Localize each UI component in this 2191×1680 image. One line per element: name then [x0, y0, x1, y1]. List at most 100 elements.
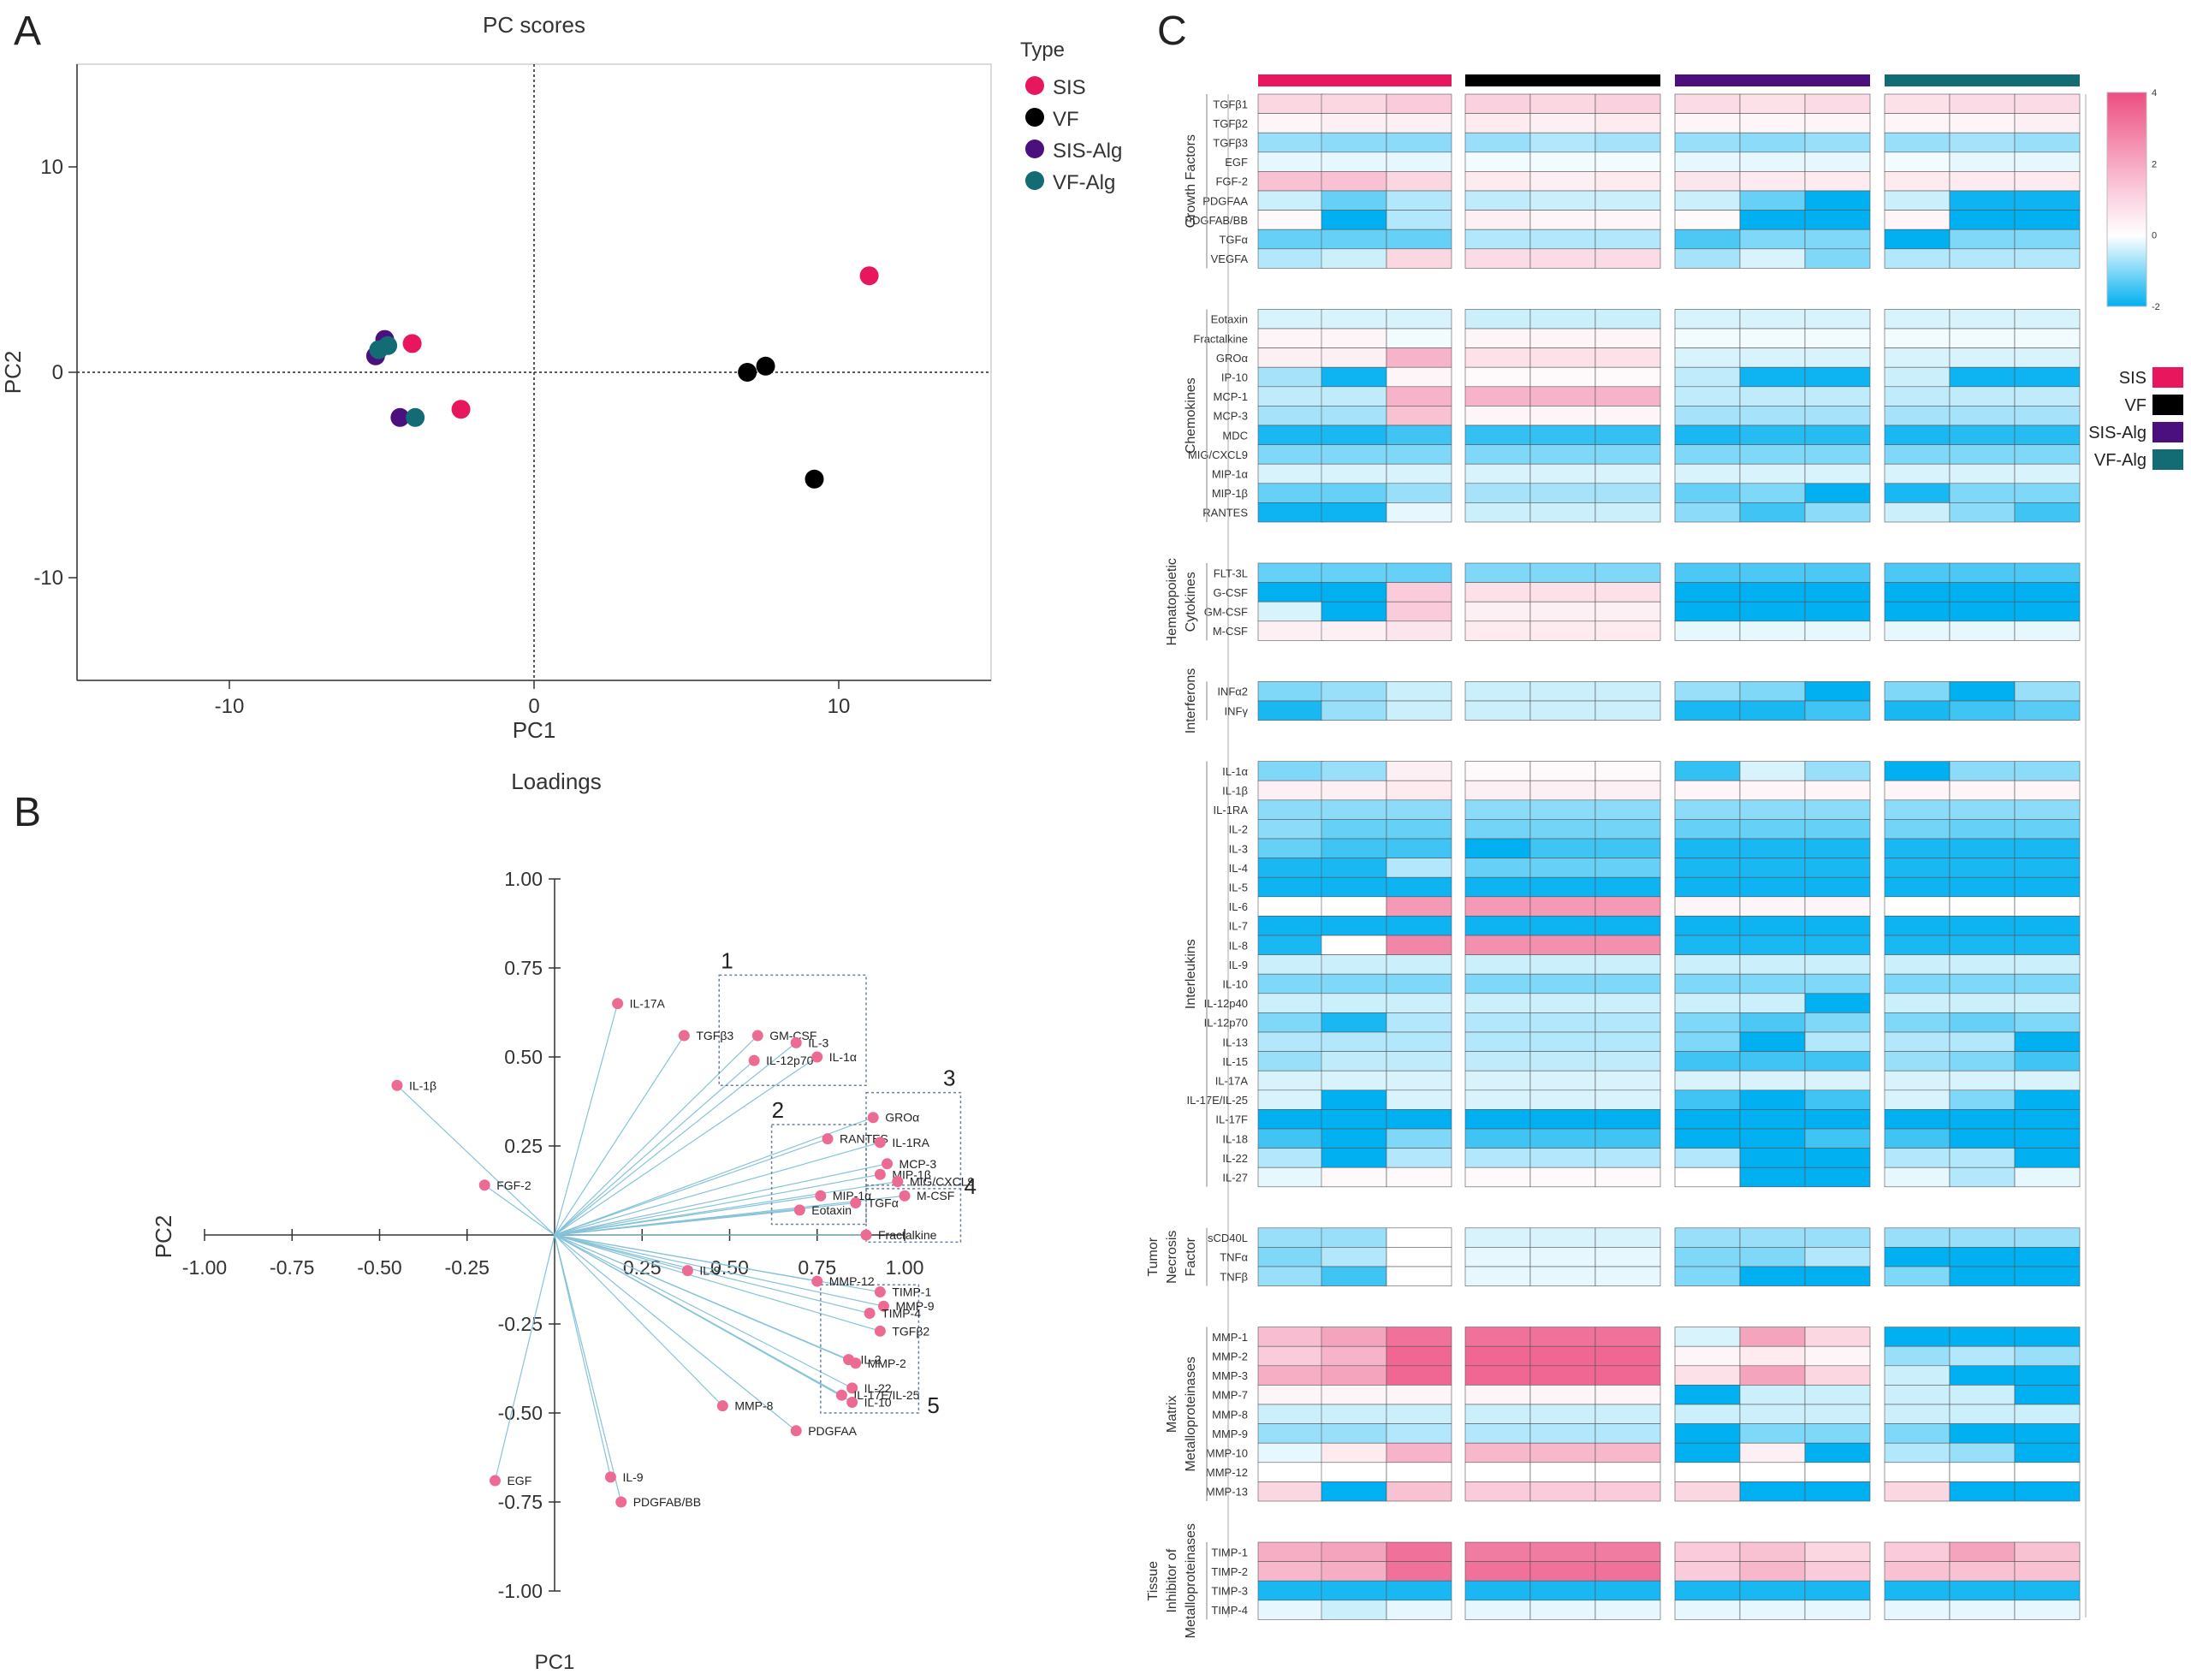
heatmap-cell: [1804, 896, 1871, 917]
heatmap-cell: [1804, 858, 1871, 878]
heatmap-cell: [1884, 1012, 1951, 1033]
row-label: EGF: [1225, 156, 1248, 169]
heatmap-chart: TGFβ1 TGFβ2 TGFβ3 EGF FGF-2 PDGFAA PDGFAB/BB TG…: [1146, 74, 2183, 1638]
loading-label: EGF: [507, 1474, 531, 1487]
heatmap-cell: [1321, 1031, 1387, 1052]
heatmap-cell: [1674, 1070, 1741, 1091]
heatmap-cell: [1321, 1327, 1387, 1347]
row-label: MDC: [1222, 429, 1248, 442]
cluster-box-label: 3: [943, 1066, 955, 1091]
heatmap-cell: [1674, 1561, 1741, 1582]
heatmap-cell: [1321, 347, 1387, 368]
loading-label: M-CSF: [917, 1189, 954, 1202]
heatmap-cell: [1884, 1148, 1951, 1168]
group-bar-vf: [1465, 74, 1660, 86]
loading-point: [678, 1030, 690, 1042]
heatmap-cell: [1804, 406, 1871, 426]
heatmap-cell: [1529, 1012, 1596, 1033]
heatmap-cell: [1594, 973, 1661, 994]
heatmap-cell: [1386, 1167, 1452, 1188]
y-tick-label: -1.00: [498, 1580, 543, 1602]
heatmap-cell: [1386, 562, 1452, 583]
heatmap-cell: [1804, 1109, 1871, 1130]
heatmap-cell: [1674, 1089, 1741, 1110]
heatmap-cell: [2014, 1541, 2081, 1562]
row-label: MMP-8: [1212, 1408, 1248, 1421]
row-label: PDGFAA: [1202, 194, 1248, 207]
data-point-sis: [402, 334, 422, 353]
row-label: MIP-1α: [1212, 468, 1249, 481]
heatmap-cell: [1321, 562, 1387, 583]
heatmap-cell: [1594, 229, 1661, 250]
heatmap-cell: [1804, 386, 1871, 407]
heatmap-cell: [1321, 1423, 1387, 1444]
loading-label: IL-17E/IL-25: [853, 1388, 919, 1402]
row-label: IL-27: [1222, 1172, 1248, 1184]
heatmap-cell: [1321, 620, 1387, 641]
heatmap-cell: [1257, 1541, 1324, 1562]
group-bar-vf-alg: [1885, 74, 2080, 86]
heatmap-cell: [1257, 1462, 1324, 1482]
loading-point: [846, 1397, 858, 1409]
heatmap-cell: [1529, 190, 1596, 211]
heatmap-cell: [1949, 229, 2016, 250]
loading-vector: [554, 1234, 881, 1332]
heatmap-cell: [1594, 1167, 1661, 1188]
heatmap-cell: [1739, 210, 1806, 230]
heatmap-cell: [1464, 1541, 1531, 1562]
heatmap-cell: [1321, 1462, 1387, 1482]
heatmap-cell: [1386, 1148, 1452, 1168]
heatmap-cell: [1949, 406, 2016, 426]
heatmap-cell: [1739, 1227, 1806, 1248]
heatmap-cell: [1529, 113, 1596, 134]
loading-point: [877, 1300, 889, 1312]
row-label: MMP-7: [1212, 1389, 1248, 1402]
heatmap-cell: [1529, 1109, 1596, 1130]
heatmap-cell: [2014, 93, 2081, 114]
heatmap-cell: [1386, 366, 1452, 388]
heatmap-cell: [1739, 328, 1806, 348]
heatmap-cell: [1321, 1404, 1387, 1424]
heatmap-cell: [1321, 1148, 1387, 1168]
row-label: TGFβ3: [1213, 137, 1248, 150]
heatmap-cell: [1321, 328, 1387, 348]
heatmap-cell: [1529, 1385, 1596, 1405]
loading-label: IL-3: [808, 1036, 828, 1049]
heatmap-cell: [1739, 1561, 1806, 1582]
loading-vector: [554, 1234, 881, 1293]
heatmap-cell: [1884, 190, 1951, 211]
heatmap-cell: [1464, 620, 1531, 641]
heatmap-cell: [1884, 601, 1951, 622]
heatmap-cell: [1321, 502, 1387, 523]
pc-scores-title: PC scores: [483, 12, 585, 38]
heatmap-cell: [1739, 1031, 1806, 1052]
heatmap-cell: [1884, 838, 1951, 858]
heatmap-cell: [1257, 562, 1324, 583]
heatmap-cell: [1386, 190, 1452, 211]
heatmap-cell: [1321, 1089, 1387, 1110]
heatmap-cell: [1739, 1247, 1806, 1267]
heatmap-cell: [2014, 229, 2081, 250]
heatmap-cell: [1321, 386, 1387, 407]
heatmap-cell: [1257, 896, 1324, 917]
heatmap-cell: [1949, 502, 2016, 523]
heatmap-cell: [1674, 132, 1741, 153]
heatmap-cell: [1739, 1385, 1806, 1405]
heatmap-cell: [1386, 799, 1452, 820]
heatmap-cell: [1674, 444, 1741, 465]
heatmap-cell: [1386, 1070, 1452, 1091]
loading-vector: [554, 1003, 619, 1236]
heatmap-cell: [2014, 1385, 2081, 1405]
heatmap-cell: [1804, 248, 1871, 269]
heatmap-cell: [1739, 171, 1806, 192]
heatmap-cell: [1804, 347, 1871, 368]
heatmap-cell: [1321, 799, 1387, 820]
loading-label: PDGFAA: [808, 1424, 857, 1438]
heatmap-cell: [1949, 424, 2016, 445]
heatmap-cell: [1674, 248, 1741, 269]
row-label: IL-12p40: [1204, 997, 1248, 1010]
heatmap-cell: [1321, 406, 1387, 426]
heatmap-cell: [1257, 1070, 1324, 1091]
heatmap-cell: [1804, 1462, 1871, 1482]
heatmap-cell: [1529, 151, 1596, 172]
